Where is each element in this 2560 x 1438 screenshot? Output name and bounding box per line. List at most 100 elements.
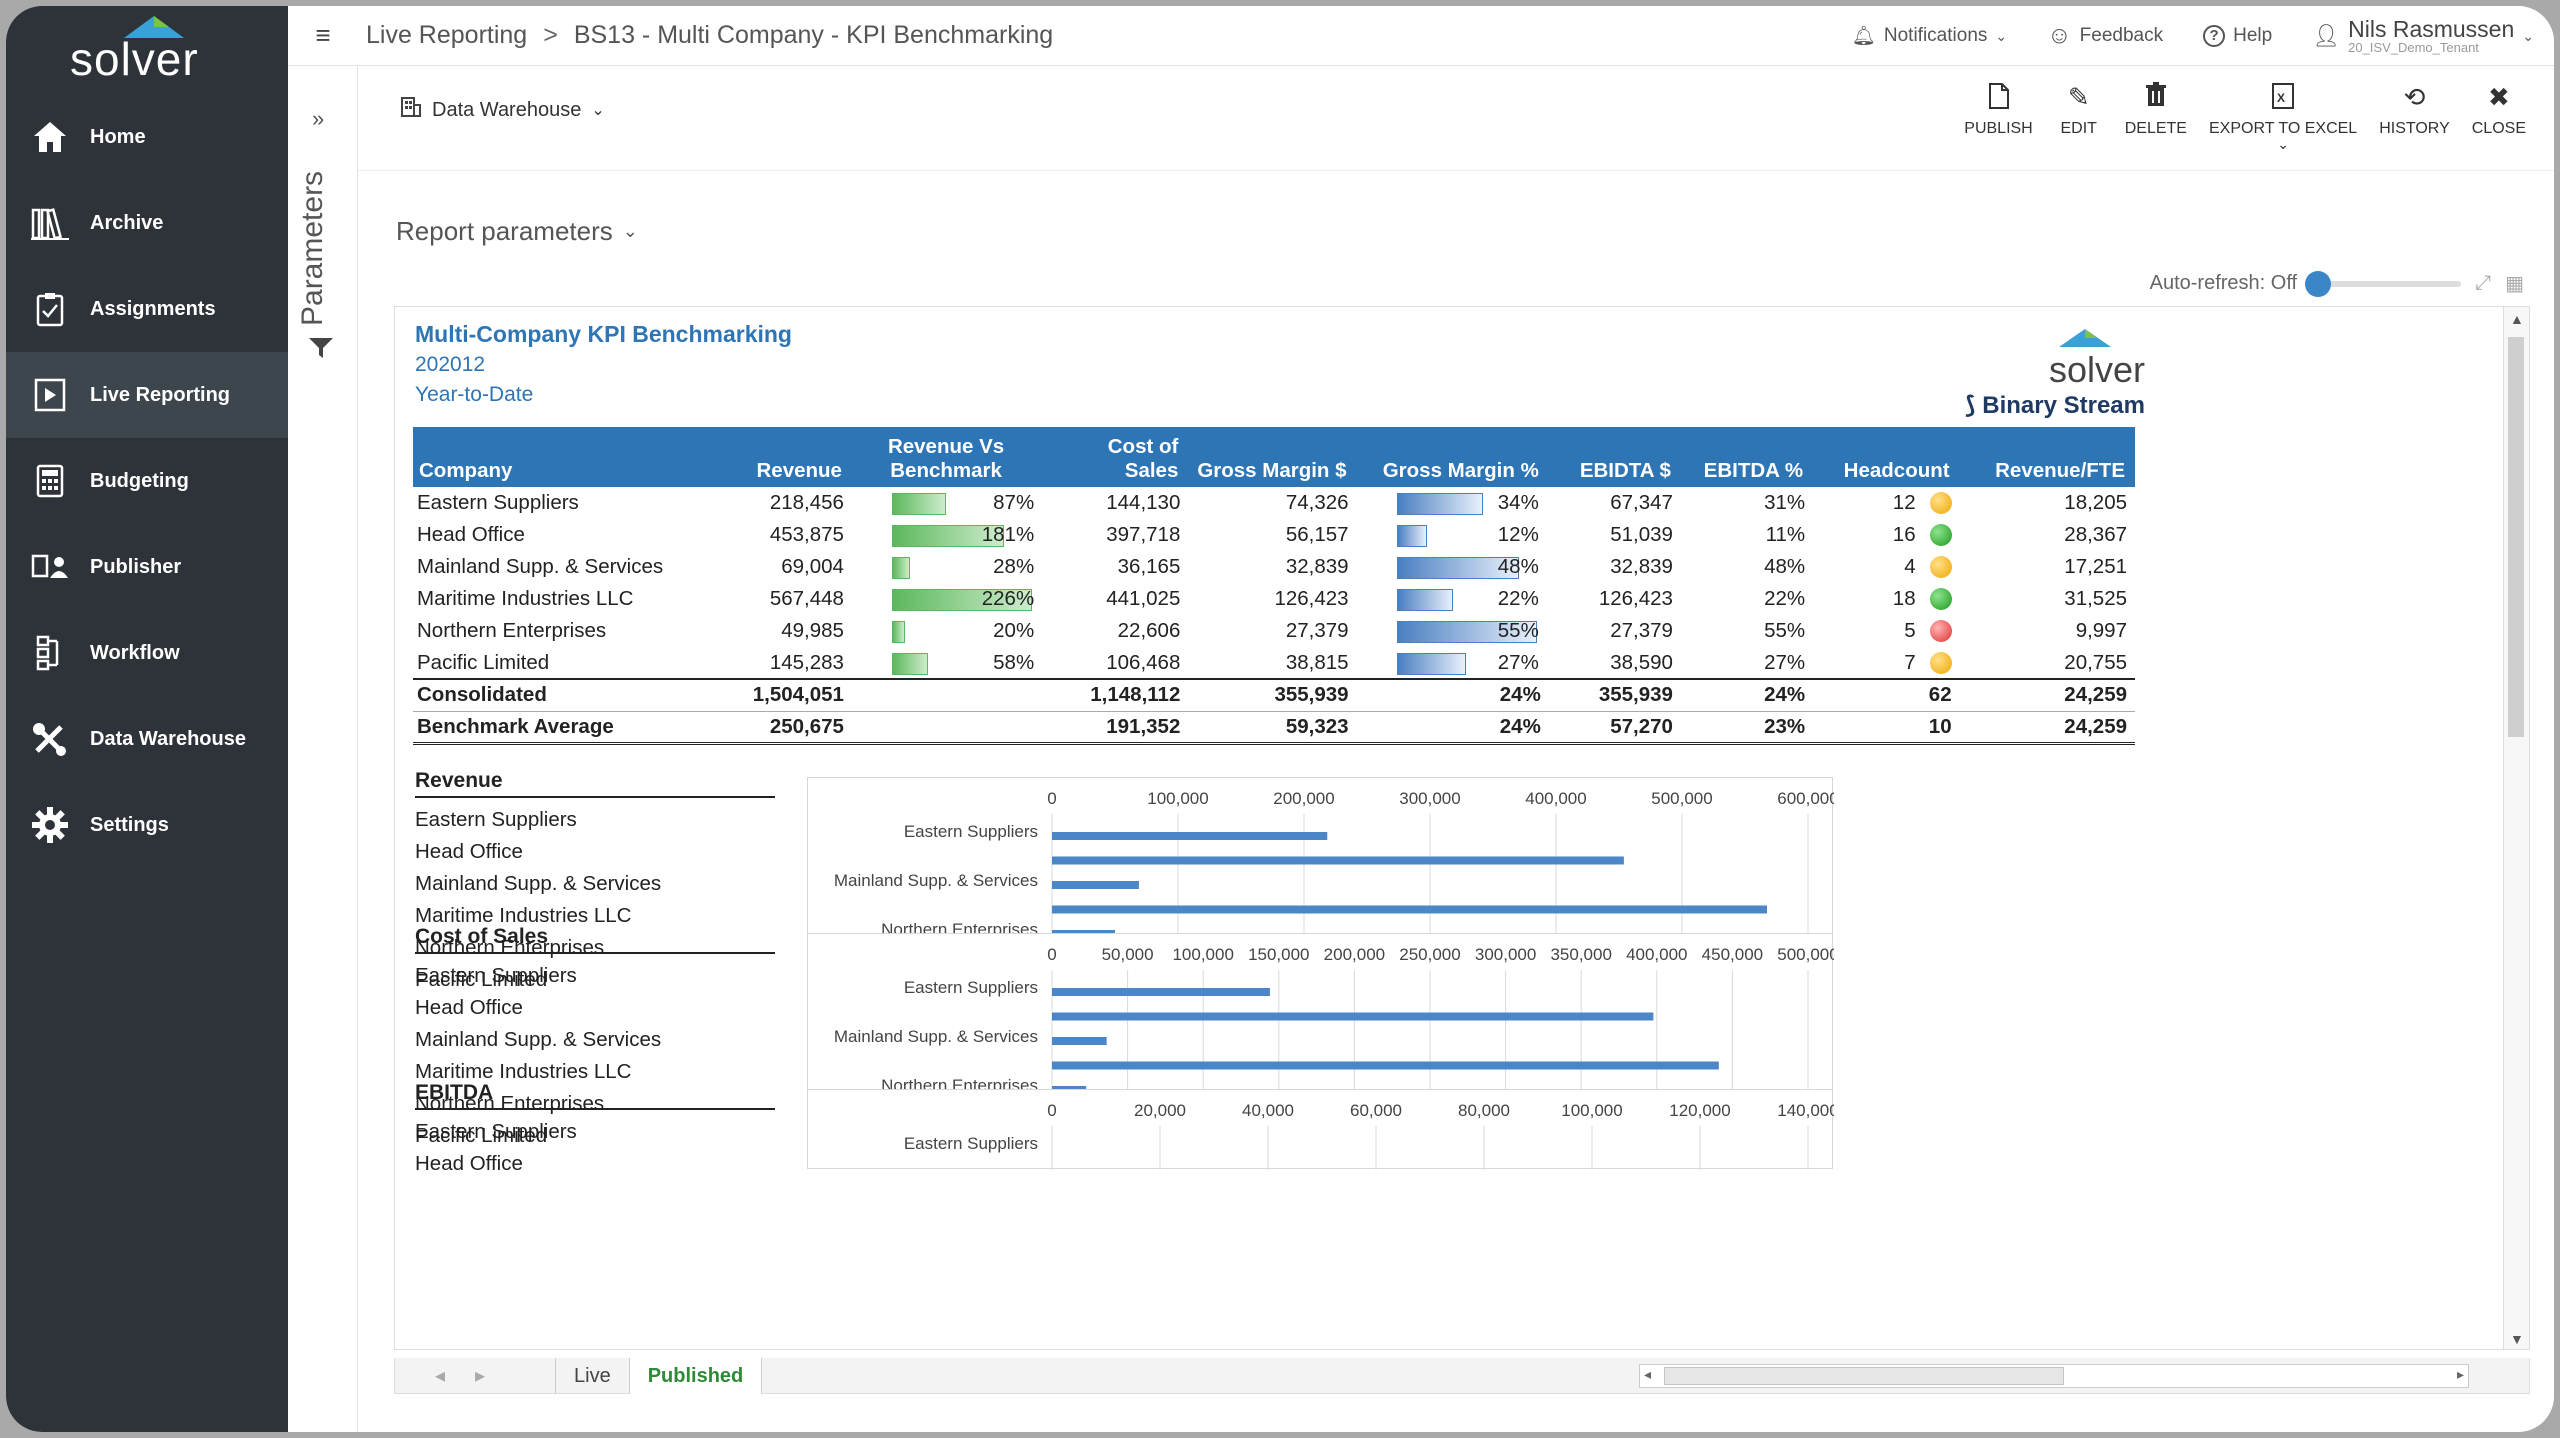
revenue-cell: 218,456 bbox=[769, 491, 844, 514]
help-label: Help bbox=[2233, 25, 2273, 46]
delete-label: DELETE bbox=[2124, 120, 2187, 137]
history-label: HISTORY bbox=[2379, 120, 2450, 137]
chevron-down-icon[interactable]: ⌄ bbox=[2277, 136, 2289, 152]
category-label: Mainland Supp. & Services bbox=[834, 871, 1038, 890]
status-green-icon bbox=[1929, 524, 1952, 546]
chart-bar bbox=[1052, 988, 1270, 996]
expand-chevron-icon[interactable]: » bbox=[312, 106, 325, 131]
total-company-cell: Benchmark Average bbox=[413, 710, 724, 745]
company-cell: Maritime Industries LLC bbox=[417, 587, 634, 610]
app-window: solver Home Archive Assignments Live Report… bbox=[6, 6, 2554, 1432]
grid-icon[interactable]: ▦ bbox=[2505, 273, 2524, 295]
ebitda-pct-cell: 55% bbox=[1764, 619, 1806, 642]
total-row: Benchmark Average 250,675 191,352 59,323 24%… bbox=[413, 710, 2135, 745]
ebitda-cell: 38,590 bbox=[1610, 650, 1673, 674]
section-ebitda: EBITDA Eastern Suppliers Head Office bbox=[415, 1081, 775, 1180]
tick-label: 300,000 bbox=[1399, 789, 1460, 808]
bar-value: 48% bbox=[1497, 555, 1539, 578]
sidebar-item-data-warehouse[interactable]: Data Warehouse bbox=[6, 696, 288, 782]
gross-margin-cell: 56,157 bbox=[1285, 523, 1349, 546]
tab-published[interactable]: Published bbox=[628, 1357, 763, 1394]
total-gm-cell: 59,323 bbox=[1188, 710, 1357, 745]
sidebar-item-publisher[interactable]: Publisher bbox=[6, 524, 288, 610]
bar-value: 226% bbox=[981, 587, 1035, 610]
toolbar-divider bbox=[358, 170, 2554, 171]
slider-knob[interactable] bbox=[2305, 270, 2332, 297]
edit-label: EDIT bbox=[2060, 120, 2097, 137]
scroll-down-icon[interactable]: ▼ bbox=[2510, 1331, 2524, 1347]
sidebar-item-settings[interactable]: Settings bbox=[6, 782, 288, 868]
user-menu[interactable]: 👤︎ Nils Rasmussen 20_ISV_Demo_Tenant ⌄ bbox=[2312, 17, 2534, 55]
trash-icon bbox=[2145, 82, 2167, 112]
gross-margin-cell: 27,379 bbox=[1285, 619, 1349, 642]
menu-toggle-icon[interactable]: ≡ bbox=[315, 20, 331, 50]
sidebar-item-archive[interactable]: Archive bbox=[6, 180, 288, 266]
data-source-select[interactable]: Data Warehouse ⌄ bbox=[400, 96, 605, 124]
data-bar bbox=[1396, 493, 1484, 515]
total-headcount-cell: 10 bbox=[1813, 710, 1960, 745]
tab-next-icon[interactable]: ▸ bbox=[475, 1365, 486, 1387]
tick-label: 40,000 bbox=[1242, 1101, 1294, 1120]
auto-refresh-label: Auto-refresh: Off bbox=[2149, 272, 2298, 294]
sidebar-item-live-reporting[interactable]: Live Reporting bbox=[6, 352, 288, 438]
column-header: Gross Margin $ bbox=[1188, 427, 1357, 487]
sidebar-item-label: Budgeting bbox=[90, 469, 189, 492]
excel-icon: X bbox=[2271, 82, 2295, 112]
scroll-thumb[interactable] bbox=[2508, 337, 2524, 737]
history-icon: ⟲ bbox=[2403, 82, 2426, 112]
total-ebitda-pct-cell: 24% bbox=[1680, 678, 1814, 711]
logo-solver-text: solver bbox=[2048, 349, 2145, 390]
revenue-cell: 49,985 bbox=[781, 619, 844, 642]
column-header: Revenue bbox=[723, 427, 852, 487]
tab-prev-icon[interactable]: ◂ bbox=[435, 1365, 446, 1387]
sidebar-item-home[interactable]: Home bbox=[6, 94, 288, 180]
filter-icon[interactable] bbox=[308, 336, 334, 365]
gross-margin-pct-cell: 55% bbox=[1357, 615, 1549, 647]
scroll-right-icon[interactable]: ▸ bbox=[2456, 1366, 2464, 1382]
list-item: Head Office bbox=[415, 840, 523, 863]
sidebar-item-budgeting[interactable]: Budgeting bbox=[6, 438, 288, 524]
tick-label: 500,000 bbox=[1651, 789, 1712, 808]
h-scroll-thumb[interactable] bbox=[1664, 1367, 2064, 1385]
feedback-label: Feedback bbox=[2079, 25, 2164, 46]
delete-button[interactable]: DELETE bbox=[2125, 82, 2187, 153]
revenue-cell: 453,875 bbox=[769, 523, 844, 546]
tools-icon bbox=[28, 717, 72, 761]
bar-value: 34% bbox=[1497, 491, 1539, 514]
vertical-scrollbar[interactable]: ▲ ▼ bbox=[2503, 307, 2529, 1349]
export-excel-button[interactable]: X EXPORT TO EXCEL ⌄ bbox=[2209, 82, 2357, 153]
revenue-vs-benchmark-cell: 87% bbox=[852, 487, 1044, 519]
revenue-per-fte-cell: 9,997 bbox=[2075, 619, 2127, 642]
pencil-icon: ✎ bbox=[2067, 82, 2090, 112]
publish-button[interactable]: PUBLISH bbox=[1964, 82, 2033, 153]
notifications-button[interactable]: 🔔︎ Notifications ⌄ bbox=[1852, 24, 2007, 48]
scroll-up-icon[interactable]: ▲ bbox=[2510, 311, 2524, 327]
help-button[interactable]: ? Help bbox=[2203, 25, 2272, 47]
parameters-panel-collapsed[interactable]: » Parameters bbox=[288, 66, 358, 1432]
breadcrumb-root[interactable]: Live Reporting bbox=[366, 21, 528, 49]
sidebar-item-assignments[interactable]: Assignments bbox=[6, 266, 288, 352]
report-parameters-toggle[interactable]: Report parameters ⌄ bbox=[396, 216, 638, 247]
list-item: Mainland Supp. & Services bbox=[415, 872, 662, 895]
expand-icon[interactable]: ⤢ bbox=[2475, 272, 2492, 294]
svg-text:X: X bbox=[2277, 91, 2285, 105]
scroll-left-icon[interactable]: ◂ bbox=[1644, 1366, 1652, 1382]
brand-name: solver bbox=[70, 33, 199, 85]
bar-value: 27% bbox=[1497, 650, 1539, 674]
data-bar bbox=[892, 652, 929, 675]
data-bar bbox=[1396, 652, 1466, 675]
sidebar-item-workflow[interactable]: Workflow bbox=[6, 610, 288, 696]
close-button[interactable]: ✖ CLOSE bbox=[2472, 82, 2526, 153]
auto-refresh-slider[interactable] bbox=[2305, 270, 2462, 297]
total-gm-cell: 355,939 bbox=[1188, 678, 1357, 711]
brand-logo[interactable]: solver bbox=[6, 6, 288, 86]
total-gm-pct-cell: 24% bbox=[1356, 710, 1549, 745]
export-label: EXPORT TO EXCEL bbox=[2208, 120, 2358, 137]
feedback-button[interactable]: ☺ Feedback bbox=[2047, 22, 2163, 50]
tab-live[interactable]: Live bbox=[555, 1357, 629, 1394]
history-button[interactable]: ⟲ HISTORY bbox=[2379, 82, 2450, 153]
headcount-cell: 18 bbox=[1813, 583, 1960, 615]
category-label: Eastern Suppliers bbox=[904, 822, 1038, 841]
edit-button[interactable]: ✎ EDIT bbox=[2055, 82, 2103, 153]
horizontal-scrollbar[interactable]: ◂ ▸ bbox=[1639, 1364, 2469, 1388]
